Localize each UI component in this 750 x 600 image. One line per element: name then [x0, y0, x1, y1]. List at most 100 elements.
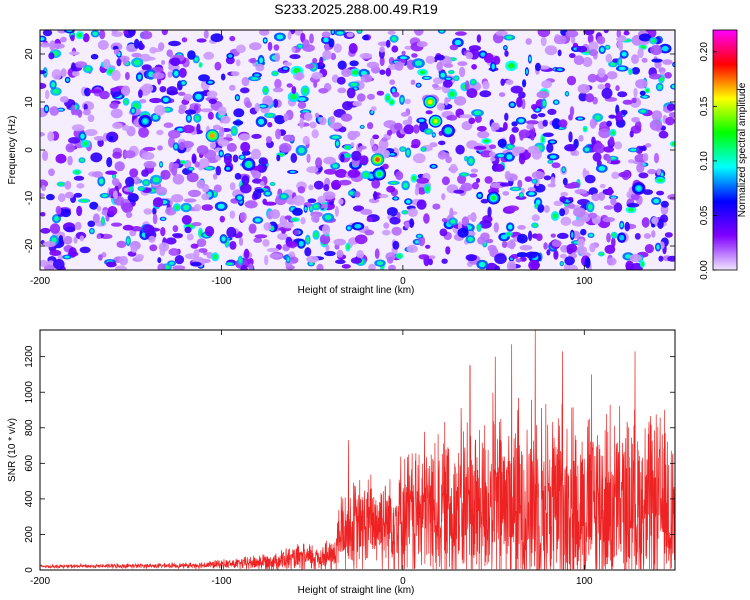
- heatmap-cell: [232, 128, 237, 134]
- heatmap-cell: [158, 42, 165, 51]
- heatmap-cell: [578, 135, 584, 142]
- heatmap-cell: [356, 93, 366, 102]
- heatmap-cell: [306, 153, 311, 163]
- heatmap-cell: [557, 232, 569, 239]
- heatmap-cell: [457, 61, 468, 67]
- heatmap-cell: [389, 79, 396, 85]
- heatmap-cell: [620, 109, 628, 116]
- heatmap-cell: [80, 133, 85, 139]
- heatmap-cell: [366, 61, 379, 69]
- heatmap-cell: [406, 149, 410, 156]
- heatmap-cell: [342, 101, 353, 111]
- heatmap-cell: [376, 261, 384, 266]
- heatmap-cell: [553, 250, 559, 260]
- heatmap-cell: [414, 187, 419, 196]
- heatmap-cell: [127, 193, 139, 203]
- heatmap-cell: [67, 155, 73, 166]
- heatmap-cell: [465, 80, 470, 91]
- heatmap-cell: [274, 115, 286, 125]
- heatmap-cell: [164, 108, 171, 112]
- heatmap-cell: [667, 194, 675, 201]
- heatmap-cell: [500, 234, 508, 240]
- heatmap-cell: [204, 226, 215, 237]
- heatmap-cell: [323, 156, 336, 165]
- heatmap-cell: [172, 225, 179, 233]
- heatmap-cell: [101, 218, 105, 224]
- heatmap-cell: [309, 262, 314, 266]
- heatmap-cell: [567, 197, 574, 202]
- heatmap-cell: [314, 112, 320, 118]
- heatmap-cell: [180, 161, 186, 164]
- heatmap-hotspot: [433, 118, 438, 124]
- heatmap-cell: [519, 193, 523, 197]
- heatmap-cell: [476, 125, 487, 132]
- heatmap-cell: [214, 61, 222, 71]
- heatmap-cell: [557, 49, 562, 57]
- heatmap-y-tick-label: 20: [24, 48, 35, 60]
- heatmap-cell: [667, 255, 675, 262]
- heatmap-cell: [193, 204, 202, 212]
- heatmap-cell: [55, 205, 62, 215]
- heatmap-cell: [577, 84, 591, 94]
- heatmap-cell: [215, 165, 222, 176]
- heatmap-cell: [461, 216, 470, 227]
- heatmap-cell: [578, 92, 588, 102]
- heatmap-cell: [227, 262, 233, 265]
- heatmap-cell: [264, 255, 269, 266]
- heatmap-cell: [447, 114, 458, 121]
- heatmap-cell: [181, 215, 192, 225]
- heatmap-cell: [360, 125, 364, 128]
- heatmap-cell: [51, 69, 62, 80]
- heatmap-cell: [337, 60, 347, 70]
- heatmap-cell: [476, 34, 482, 43]
- heatmap-cell: [111, 69, 121, 81]
- heatmap-cell: [501, 240, 508, 248]
- heatmap-cell: [368, 198, 380, 204]
- heatmap-cell: [206, 90, 218, 99]
- heatmap-cell: [105, 170, 118, 175]
- heatmap-cell: [65, 143, 75, 153]
- heatmap-cell: [551, 118, 561, 130]
- heatmap-cell: [157, 145, 163, 151]
- heatmap-cell: [42, 30, 53, 37]
- heatmap-cell: [345, 145, 351, 150]
- heatmap-cell: [479, 90, 492, 98]
- heatmap-cell: [306, 255, 319, 263]
- heatmap-cell: [641, 57, 648, 63]
- heatmap-cell: [336, 76, 346, 85]
- heatmap-cell: [58, 235, 64, 245]
- heatmap-cell: [415, 60, 422, 66]
- heatmap-cell: [549, 155, 557, 159]
- snr-y-label: SNR (10 * v/v): [7, 418, 18, 482]
- heatmap-cell: [260, 104, 267, 108]
- heatmap-cell: [465, 254, 477, 262]
- heatmap-cell: [212, 254, 218, 260]
- heatmap-cell: [432, 133, 435, 137]
- heatmap-cell: [232, 154, 239, 163]
- heatmap-cell: [223, 155, 232, 165]
- heatmap-cell: [589, 233, 593, 237]
- heatmap-cell: [641, 262, 644, 267]
- heatmap-cell: [551, 162, 561, 169]
- heatmap-cell: [183, 204, 190, 211]
- heatmap-cell: [316, 263, 324, 270]
- heatmap-cell: [656, 244, 660, 250]
- heatmap-cell: [217, 106, 227, 116]
- heatmap-cell: [466, 88, 478, 99]
- heatmap-cell: [531, 104, 538, 110]
- heatmap-cell: [149, 97, 163, 104]
- heatmap-cell: [541, 136, 545, 143]
- heatmap-cell: [314, 232, 319, 238]
- heatmap-cell: [504, 46, 507, 50]
- heatmap-cell: [334, 206, 339, 217]
- heatmap-cell: [273, 98, 279, 108]
- heatmap-cell: [599, 252, 604, 256]
- heatmap-cell: [259, 30, 270, 36]
- heatmap-cell: [237, 195, 243, 200]
- heatmap-cell: [59, 96, 69, 103]
- heatmap-cell: [290, 153, 298, 163]
- heatmap-y-tick-label: 10: [24, 96, 35, 108]
- heatmap-cell: [149, 244, 158, 252]
- heatmap-cell: [425, 244, 431, 249]
- heatmap-cell: [42, 150, 49, 162]
